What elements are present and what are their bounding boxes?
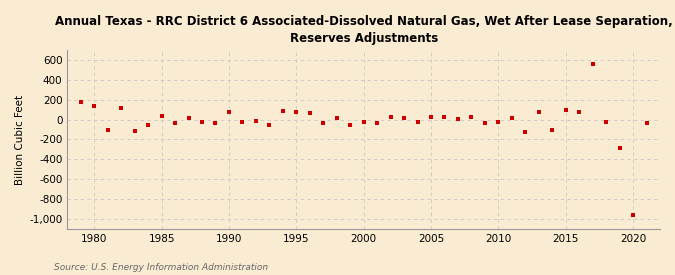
Point (331, 116, 342, 120)
Point (196, 120, 207, 124)
Point (250, 119, 261, 123)
Point (385, 115, 396, 119)
Point (601, 120, 612, 124)
Point (223, 110, 234, 114)
Point (520, 129, 531, 134)
Point (641, 120, 652, 125)
Point (237, 119, 248, 124)
Point (318, 120, 329, 125)
Point (574, 109, 585, 114)
Point (452, 117, 463, 121)
Y-axis label: Billion Cubic Feet: Billion Cubic Feet (15, 94, 25, 185)
Point (533, 110, 544, 114)
Point (304, 111, 315, 115)
Point (466, 115, 477, 119)
Point (76, 100, 86, 104)
Point (103, 127, 113, 132)
Point (345, 123, 356, 127)
Point (493, 119, 504, 124)
Point (426, 115, 437, 119)
Point (547, 128, 558, 132)
Point (183, 116, 194, 120)
Point (358, 119, 369, 124)
Title: Annual Texas - RRC District 6 Associated-Dissolved Natural Gas, Wet After Lease : Annual Texas - RRC District 6 Associated… (55, 15, 672, 45)
Point (412, 119, 423, 124)
Point (210, 120, 221, 125)
Point (399, 116, 410, 120)
Point (479, 120, 490, 125)
Point (169, 120, 180, 125)
Point (587, 62, 598, 66)
Point (129, 129, 140, 133)
Text: Source: U.S. Energy Information Administration: Source: U.S. Energy Information Administ… (54, 263, 268, 272)
Point (506, 116, 517, 120)
Point (560, 108, 571, 112)
Point (89, 104, 100, 108)
Point (372, 120, 383, 125)
Point (115, 106, 126, 110)
Point (142, 123, 153, 127)
Point (628, 213, 639, 217)
Point (439, 114, 450, 119)
Point (264, 122, 275, 127)
Point (614, 146, 625, 151)
Point (291, 109, 302, 114)
Point (277, 109, 288, 113)
Point (156, 114, 167, 118)
